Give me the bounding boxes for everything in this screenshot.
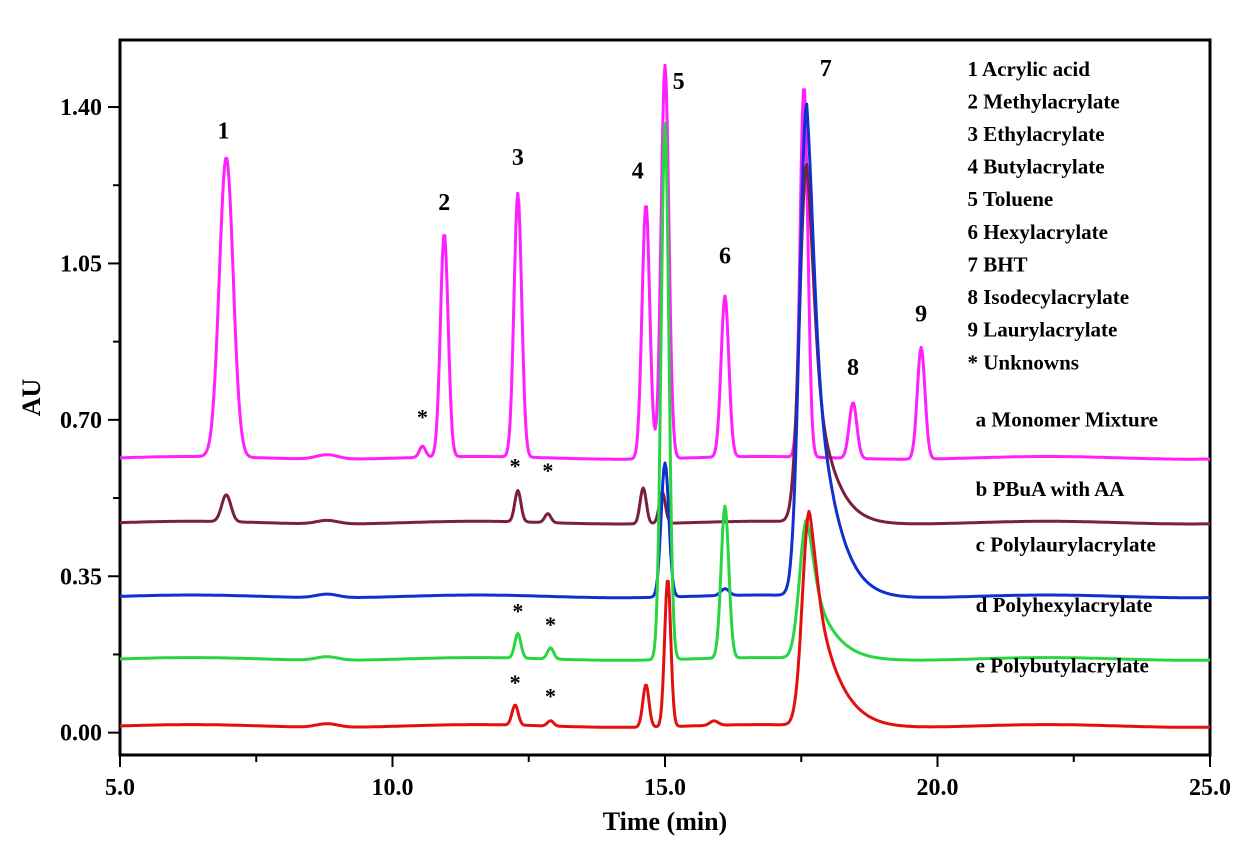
asterisk-marker: * [510,670,521,695]
compound-legend-item: * Unknowns [967,350,1078,374]
compound-legend-item: 7 BHT [967,252,1027,276]
svg-text:0.70: 0.70 [60,408,102,434]
compound-legend-item: 8 Isodecylacrylate [967,285,1129,309]
asterisk-marker: * [542,458,553,483]
compound-legend-item: 1 Acrylic acid [967,57,1090,81]
sample-legend-item: d Polyhexylacrylate [976,593,1153,617]
peak-label-4: 4 [632,159,644,185]
svg-text:Time (min): Time (min) [603,807,727,836]
peak-label-8: 8 [847,355,859,381]
svg-text:0.00: 0.00 [60,721,102,747]
peak-label-5: 5 [673,69,685,95]
compound-legend-item: 5 Toluene [967,187,1053,211]
asterisk-marker: * [545,612,556,637]
sample-legend-item: a Monomer Mixture [976,408,1158,432]
sample-legend-item: c Polylaurylacrylate [976,533,1156,557]
peak-label-9: 9 [915,302,927,328]
svg-text:25.0: 25.0 [1189,775,1231,801]
svg-text:1.40: 1.40 [60,95,102,121]
asterisk-marker: * [417,404,428,429]
svg-text:AU: AU [17,379,46,417]
compound-legend-item: 4 Butylacrylate [967,155,1104,179]
asterisk-marker: * [545,684,556,709]
svg-text:5.0: 5.0 [105,775,135,801]
sample-legend-item: b PBuA with AA [976,477,1126,501]
compound-legend-item: 6 Hexylacrylate [967,220,1108,244]
asterisk-marker: * [510,453,521,478]
svg-text:10.0: 10.0 [372,775,414,801]
compound-legend-item: 2 Methylacrylate [967,89,1119,113]
sample-legend-item: e Polybutylacrylate [976,653,1149,677]
asterisk-marker: * [512,599,523,624]
peak-label-3: 3 [512,145,524,171]
svg-text:20.0: 20.0 [917,775,959,801]
chart-svg: 5.0 10.0 15.0 20.0 25.0 Time (min) 0.00 0.35 0.7… [10,10,1240,837]
peak-label-1: 1 [218,118,230,144]
svg-text:0.35: 0.35 [60,564,102,590]
peak-label-6: 6 [719,243,731,269]
svg-text:15.0: 15.0 [644,775,686,801]
peak-label-7: 7 [820,56,832,82]
chromatogram-chart: 5.0 10.0 15.0 20.0 25.0 Time (min) 0.00 0.35 0.7… [10,10,1240,837]
peak-label-2: 2 [438,190,450,216]
compound-legend-item: 3 Ethylacrylate [967,122,1104,146]
svg-text:1.05: 1.05 [60,251,102,277]
compound-legend-item: 9 Laurylacrylate [967,318,1117,342]
